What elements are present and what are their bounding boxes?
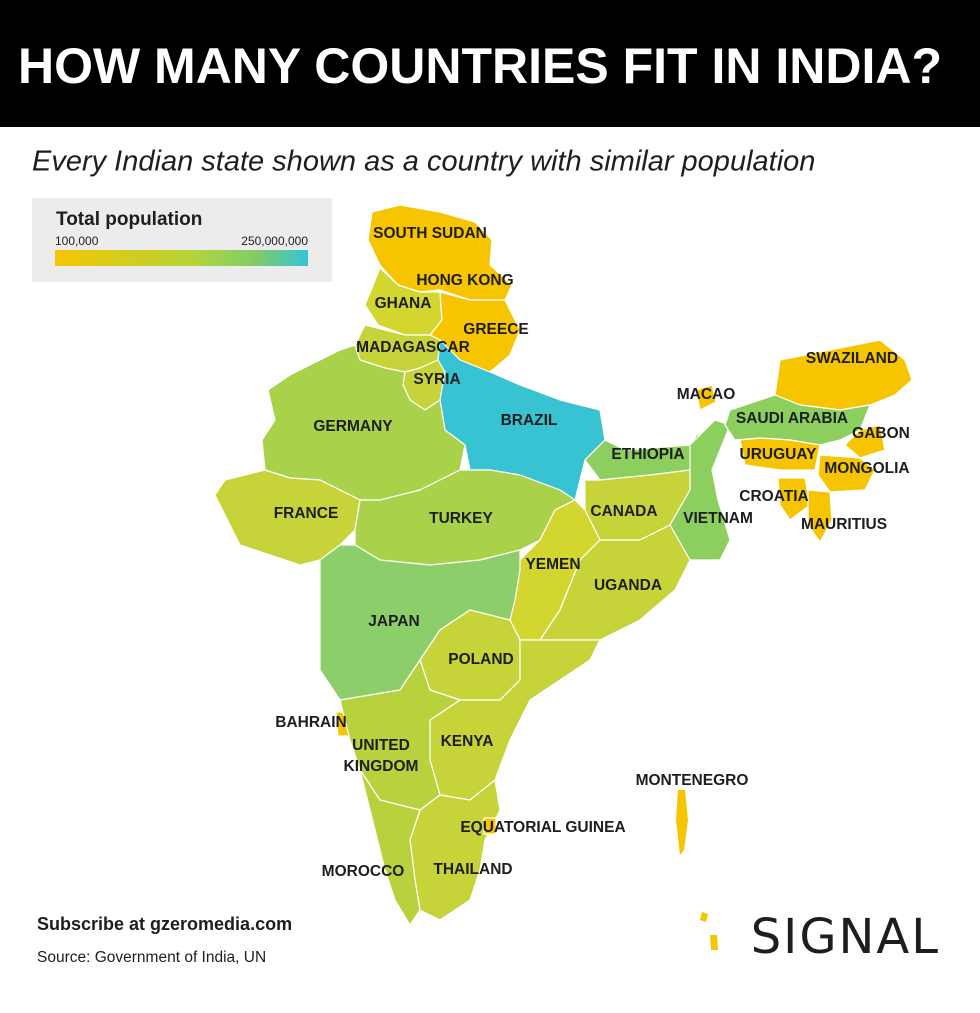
- region-label: BRAZIL: [501, 412, 558, 429]
- region-label: SWAZILAND: [806, 350, 898, 367]
- region-label: YEMEN: [525, 556, 580, 573]
- region-label: KENYA: [441, 733, 494, 750]
- region: [844, 424, 886, 459]
- region: [483, 817, 497, 835]
- region-label: MACAO: [677, 386, 736, 403]
- region-label: UGANDA: [594, 577, 662, 594]
- region-label: VIETNAM: [683, 510, 753, 527]
- region-label: MAURITIUS: [801, 516, 887, 533]
- subscribe-note: Subscribe at gzeromedia.com: [37, 914, 292, 934]
- region: [807, 489, 833, 543]
- region-label: GHANA: [375, 295, 432, 312]
- region: [676, 790, 688, 855]
- region-label: CROATIA: [739, 488, 808, 505]
- legend-gradient: [55, 250, 308, 266]
- region: [319, 544, 521, 701]
- region: [777, 477, 811, 521]
- logo: SIGNAL: [751, 909, 940, 965]
- region: [539, 524, 691, 641]
- region-label: KINGDOM: [344, 758, 419, 775]
- region-label: JAPAN: [368, 613, 419, 630]
- region-label: URUGUAY: [740, 446, 818, 463]
- regions: [214, 204, 913, 950]
- region-label: ETHIOPIA: [611, 446, 684, 463]
- region: [710, 935, 718, 950]
- source-note: Source: Government of India, UN: [37, 949, 266, 966]
- legend-min: 100,000: [55, 234, 99, 248]
- region-label: POLAND: [448, 651, 513, 668]
- region-label: BAHRAIN: [275, 714, 346, 731]
- region-label: EQUATORIAL GUINEA: [460, 819, 625, 836]
- region-label: UNITED: [352, 737, 410, 754]
- labels: SOUTH SUDAN HONG KONG GHANA GREECE MADAG…: [274, 225, 910, 880]
- header-bar: [0, 0, 980, 127]
- region: [214, 469, 361, 566]
- region-label: MADAGASCAR: [356, 339, 470, 356]
- region-label: MONTENEGRO: [636, 772, 749, 789]
- region-label: HONG KONG: [416, 272, 513, 289]
- region: [695, 384, 717, 411]
- region-label: TURKEY: [429, 510, 493, 527]
- region-label: MOROCCO: [322, 863, 405, 880]
- title: HOW MANY COUNTRIES FIT IN INDIA?: [18, 38, 942, 94]
- region: [724, 394, 871, 446]
- region-label: FRANCE: [274, 505, 339, 522]
- region: [817, 454, 876, 493]
- region-label: GERMANY: [313, 418, 393, 435]
- subtitle: Every Indian state shown as a country wi…: [32, 146, 815, 178]
- region-label: CANADA: [590, 503, 657, 520]
- legend-box: [32, 198, 332, 282]
- region: [739, 437, 821, 471]
- legend-title: Total population: [56, 209, 202, 230]
- region-label: THAILAND: [433, 861, 512, 878]
- region-label: SYRIA: [413, 371, 460, 388]
- region-label: GABON: [852, 425, 910, 442]
- region-label: SOUTH SUDAN: [373, 225, 487, 242]
- region: [359, 769, 421, 926]
- legend-max: 250,000,000: [241, 234, 308, 248]
- region-label: GREECE: [463, 321, 528, 338]
- region-label: MONGOLIA: [824, 460, 909, 477]
- region: [700, 912, 708, 922]
- region-label: SAUDI ARABIA: [736, 410, 848, 427]
